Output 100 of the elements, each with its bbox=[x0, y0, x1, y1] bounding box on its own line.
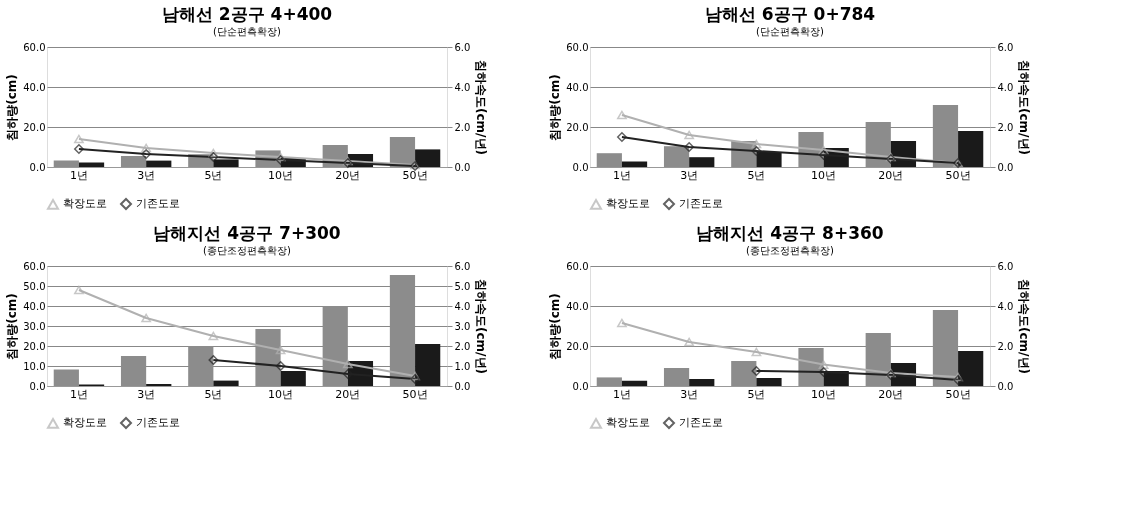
y-tick-label: 40.0 bbox=[23, 300, 46, 312]
x-tick-label: 3년 bbox=[137, 168, 156, 182]
point bbox=[617, 318, 627, 328]
bar bbox=[78, 162, 105, 167]
y2-tick-label: 4.0 bbox=[454, 81, 471, 93]
legend-label: 확장도로 bbox=[606, 416, 650, 430]
x-tick-label: 5년 bbox=[204, 168, 223, 182]
bar bbox=[663, 368, 690, 386]
y-tick-label: 0.0 bbox=[572, 161, 589, 173]
x-tick-label: 1년 bbox=[612, 387, 631, 401]
bar bbox=[621, 161, 648, 167]
y2-tick-label: 4.0 bbox=[997, 300, 1014, 312]
y-tick-label: 0.0 bbox=[29, 161, 46, 173]
x-tick-label: 20년 bbox=[878, 168, 904, 182]
point bbox=[74, 144, 84, 154]
point bbox=[74, 134, 84, 144]
y-tick-label: 20.0 bbox=[23, 340, 46, 352]
point bbox=[751, 139, 762, 149]
bar bbox=[53, 160, 79, 167]
y-tick-label: 60.0 bbox=[566, 260, 589, 272]
point bbox=[141, 149, 152, 159]
y2-tick-label: 0.0 bbox=[454, 161, 471, 173]
x-tick-label: 10년 bbox=[268, 168, 294, 182]
bar bbox=[120, 156, 147, 167]
x-tick-label: 1년 bbox=[69, 168, 88, 182]
legend-label: 기존도로 bbox=[136, 416, 180, 429]
bar bbox=[756, 378, 782, 386]
y2-axis-title: 침하속도(cm/년) bbox=[1017, 60, 1032, 155]
y2-tick-label: 6.0 bbox=[454, 41, 471, 53]
point bbox=[617, 110, 627, 120]
bar bbox=[596, 377, 622, 386]
point bbox=[684, 142, 695, 152]
y-tick-label: 40.0 bbox=[566, 81, 589, 93]
x-tick-label: 3년 bbox=[680, 387, 699, 401]
y-tick-label: 20.0 bbox=[23, 121, 46, 133]
y2-tick-label: 4.0 bbox=[997, 81, 1014, 93]
y2-tick-label: 0.0 bbox=[997, 380, 1014, 392]
point bbox=[208, 355, 219, 365]
point bbox=[141, 313, 152, 323]
y2-tick-label: 6.0 bbox=[454, 260, 471, 272]
x-tick-label: 3년 bbox=[137, 387, 156, 401]
y2-tick-label: 2.0 bbox=[997, 121, 1014, 133]
y-axis-title: 침하량(cm) bbox=[5, 74, 20, 141]
point bbox=[275, 345, 286, 355]
point bbox=[751, 146, 762, 156]
y2-tick-label: 2.0 bbox=[997, 340, 1014, 352]
y-tick-label: 40.0 bbox=[566, 300, 589, 312]
chart-subtitle: (종단조정편측확장) bbox=[203, 245, 291, 256]
chart-title: 남해선 2공구 4+400 bbox=[161, 4, 333, 24]
legend-label: 기존도로 bbox=[679, 197, 723, 210]
y-axis-title: 침하량(cm) bbox=[5, 293, 20, 360]
chart-title: 남해지선 4공구 7+300 bbox=[153, 223, 341, 243]
bar bbox=[689, 157, 715, 167]
y-tick-label: 50.0 bbox=[23, 280, 46, 292]
y2-tick-label: 4.0 bbox=[454, 300, 471, 312]
x-tick-label: 50년 bbox=[945, 168, 971, 182]
point bbox=[751, 366, 762, 376]
x-tick-label: 5년 bbox=[747, 168, 766, 182]
point bbox=[208, 152, 219, 162]
chart-subtitle: (단순편측확장) bbox=[213, 26, 281, 37]
bar bbox=[596, 153, 622, 167]
chart-title: 남해지선 4공구 8+360 bbox=[696, 223, 884, 243]
y-axis-title: 침하량(cm) bbox=[548, 74, 563, 141]
x-tick-label: 5년 bbox=[204, 387, 223, 401]
bar bbox=[663, 146, 690, 167]
legend-label: 기존도로 bbox=[136, 197, 180, 210]
y2-axis-title: 침하속도(cm/년) bbox=[474, 279, 489, 374]
legend-label: 기존도로 bbox=[679, 416, 723, 429]
bar bbox=[146, 160, 172, 167]
y-tick-label: 20.0 bbox=[566, 121, 589, 133]
y-tick-label: 20.0 bbox=[566, 340, 589, 352]
point bbox=[818, 145, 829, 155]
y2-tick-label: 0.0 bbox=[454, 380, 471, 392]
point bbox=[74, 285, 84, 295]
bar bbox=[731, 361, 757, 386]
y2-tick-label: 2.0 bbox=[454, 340, 471, 352]
chart-title: 남해선 6공구 0+784 bbox=[704, 4, 876, 24]
y2-axis-title: 침하속도(cm/년) bbox=[1017, 279, 1032, 374]
x-tick-label: 20년 bbox=[335, 387, 361, 401]
bar bbox=[689, 379, 715, 386]
legend-label: 확장도로 bbox=[63, 197, 107, 211]
y2-tick-label: 3.0 bbox=[454, 320, 471, 332]
y2-tick-label: 2.0 bbox=[454, 121, 471, 133]
y-tick-label: 0.0 bbox=[572, 380, 589, 392]
x-tick-label: 10년 bbox=[811, 387, 837, 401]
legend-label: 확장도로 bbox=[606, 197, 650, 211]
x-tick-label: 50년 bbox=[402, 387, 428, 401]
chart-subtitle: (단순편측확장) bbox=[756, 26, 824, 37]
x-tick-label: 10년 bbox=[811, 168, 837, 182]
x-tick-label: 20년 bbox=[335, 168, 361, 182]
point bbox=[342, 359, 353, 369]
bar bbox=[213, 380, 239, 386]
point bbox=[275, 361, 286, 371]
y-tick-label: 60.0 bbox=[23, 260, 46, 272]
point bbox=[208, 331, 219, 341]
x-tick-label: 5년 bbox=[747, 387, 766, 401]
y2-tick-label: 1.0 bbox=[454, 360, 471, 372]
y-tick-label: 0.0 bbox=[29, 380, 46, 392]
y-tick-label: 60.0 bbox=[566, 41, 589, 53]
y-tick-label: 40.0 bbox=[23, 81, 46, 93]
